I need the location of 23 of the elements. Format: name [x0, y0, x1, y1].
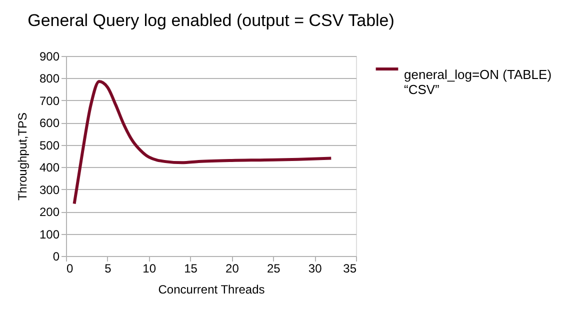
y-tick-label: 0 — [52, 250, 60, 264]
x-tick-label: 25 — [266, 262, 281, 276]
y-tick-label: 600 — [39, 116, 60, 130]
chart-title: General Query log enabled (output = CSV Table) — [28, 11, 394, 30]
y-tick-label: 700 — [39, 94, 60, 108]
y-axis-title: Throughput,TPS — [15, 112, 30, 201]
x-tick-label: 5 — [104, 262, 112, 276]
x-tick-label: 20 — [226, 262, 240, 276]
y-tick-label: 800 — [39, 72, 60, 86]
line-series — [72, 80, 333, 206]
x-tick-label: 0 — [66, 262, 74, 276]
x-tick-label: 30 — [308, 262, 322, 276]
legend-label: general_log=ON (TABLE) “CSV” — [404, 67, 552, 97]
x-tick-label: 15 — [184, 262, 198, 276]
y-tick-label: 900 — [39, 50, 60, 64]
y-tick-label: 100 — [39, 227, 60, 242]
y-tick-label: 500 — [39, 138, 60, 152]
x-tick-label: 10 — [142, 262, 156, 276]
y-tick-label: 300 — [39, 182, 60, 197]
x-tick-label: 35 — [343, 262, 357, 276]
y-tick-label: 200 — [39, 205, 60, 220]
x-axis-title: Concurrent Threads — [158, 282, 265, 296]
y-tick-label: 400 — [39, 160, 60, 175]
